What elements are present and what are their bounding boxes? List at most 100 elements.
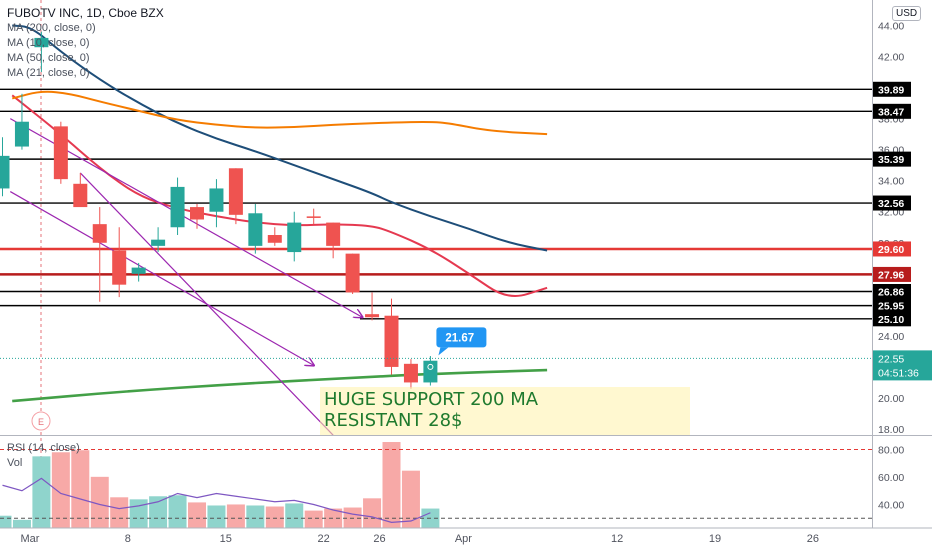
candle-body: [267, 235, 282, 243]
price-tick-label: 44.00: [878, 21, 904, 33]
volume-bar: [285, 503, 304, 528]
price-axis-border: [872, 0, 873, 528]
ma-50-line: [12, 24, 548, 252]
time-tick-label: 15: [220, 533, 232, 545]
currency-button[interactable]: USD: [892, 6, 922, 21]
level-label: 25.95: [878, 301, 904, 313]
level-label-box: [873, 151, 911, 167]
level-label-box: [873, 195, 911, 211]
volume-bar: [265, 506, 284, 528]
level-label: 35.39: [878, 154, 904, 166]
annotation-line-2: RESISTANT 28$: [324, 410, 463, 431]
volume-bar: [0, 515, 12, 528]
volume-bar: [90, 476, 109, 528]
price-tick-label: 24.00: [878, 331, 904, 343]
level-label: 29.60: [878, 244, 904, 256]
last-price-label: 22.55: [878, 353, 904, 365]
candle-body: [365, 314, 380, 318]
ma-200-legend[interactable]: MA (200, close, 0): [7, 22, 96, 34]
time-tick-label: 12: [611, 533, 623, 545]
level-label-box: [873, 298, 911, 314]
volume-bar: [382, 442, 401, 528]
volume-bar: [51, 452, 70, 528]
candle-body: [345, 253, 360, 293]
ma-21-legend[interactable]: MA (21, close, 0): [7, 67, 90, 79]
ma-10-legend[interactable]: MA (10, close, 0): [7, 37, 90, 49]
volume-bar: [324, 508, 343, 528]
rsi-tick-label: 80.00: [878, 445, 904, 457]
volume-bar: [129, 499, 148, 528]
volume-bar: [304, 510, 323, 528]
earnings-marker-label: E: [38, 417, 44, 427]
price-callout: [436, 327, 487, 348]
price-tick-label: 18.00: [878, 424, 904, 436]
level-label: 27.96: [878, 269, 904, 281]
candle-body: [34, 37, 49, 48]
volume-bar: [110, 497, 129, 528]
time-tick-label: Apr: [455, 533, 472, 545]
volume-bar: [207, 505, 226, 528]
time-tick-label: 26: [373, 533, 385, 545]
price-tick-label: 20.00: [878, 393, 904, 405]
level-label-box: [873, 283, 911, 299]
time-tick-label: Mar: [21, 533, 40, 545]
volume-bar: [363, 498, 382, 528]
ma-21-line: [11, 90, 548, 136]
candle-body: [403, 363, 418, 383]
text-annotation[interactable]: HUGE SUPPORT 200 MA RESISTANT 28$: [320, 387, 690, 435]
vol-legend[interactable]: Vol: [7, 457, 23, 469]
level-label-box: [873, 103, 911, 119]
volume-bar: [226, 504, 245, 528]
candle-body: [326, 222, 341, 246]
trend-line: [79, 172, 334, 436]
trend-line: [9, 118, 362, 318]
volume-bar: [188, 502, 206, 528]
annotation-line-1: HUGE SUPPORT 200 MA: [324, 389, 539, 410]
volume-bar: [71, 450, 90, 528]
rsi-legend[interactable]: RSI (14, close): [7, 442, 80, 454]
level-label: 38.47: [878, 106, 904, 118]
level-label: 25.10: [878, 314, 904, 326]
pane-separator[interactable]: [0, 435, 932, 436]
volume-bar: [12, 519, 31, 528]
last-price-box: [873, 350, 932, 381]
level-label-box: [873, 266, 911, 282]
volume-bar: [246, 505, 265, 528]
rsi-line: [2, 477, 431, 523]
candle-body: [92, 224, 107, 243]
price-tick-label: 42.00: [878, 52, 904, 64]
candle-body: [73, 183, 88, 208]
volume-bar: [401, 470, 420, 528]
time-tick-label: 19: [709, 533, 721, 545]
level-label-box: [873, 81, 911, 97]
time-tick-label: 22: [317, 533, 329, 545]
rsi-tick-label: 60.00: [878, 472, 904, 484]
volume-bar: [32, 456, 51, 528]
candle-body: [131, 267, 146, 274]
earnings-marker: [31, 411, 51, 431]
level-label: 26.86: [878, 286, 904, 298]
price-callout-label: 21.67: [445, 332, 474, 344]
candle-body: [423, 360, 438, 383]
level-label-box: [873, 241, 911, 257]
candle-body: [384, 315, 399, 367]
level-label: 39.89: [878, 84, 904, 96]
time-tick-label: 26: [807, 533, 819, 545]
time-tick-label: 8: [125, 533, 131, 545]
candle-body: [112, 250, 127, 285]
level-label: 32.56: [878, 198, 904, 210]
candle-body: [287, 222, 302, 253]
callout-anchor-dot: [427, 363, 434, 370]
candle-body: [170, 186, 185, 228]
trend-line: [9, 191, 313, 366]
rsi-tick-label: 40.00: [878, 500, 904, 512]
level-label-box: [873, 311, 911, 327]
candle-body: [306, 216, 321, 218]
countdown-label: 04:51:36: [878, 367, 919, 379]
ma-10-line: [11, 94, 548, 297]
ma-50-legend[interactable]: MA (50, close, 0): [7, 52, 90, 64]
candle-body: [14, 121, 29, 147]
chart-title: FUBOTV INC, 1D, Cboe BZX: [7, 6, 164, 20]
candle-body: [248, 213, 263, 246]
